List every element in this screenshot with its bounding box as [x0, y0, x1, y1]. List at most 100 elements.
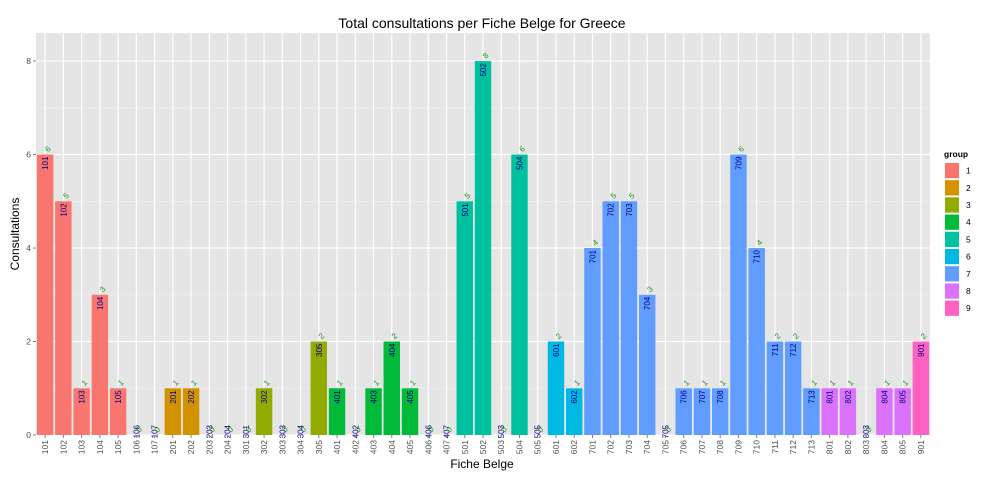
bar-category-label: 405	[406, 390, 415, 404]
x-tick-label: 502	[478, 440, 488, 454]
bar-category-label: 106	[132, 424, 141, 438]
bar-value-label: 0	[153, 425, 163, 435]
bar-category-label: 704	[643, 296, 652, 310]
bar-value-label: 2	[317, 331, 327, 341]
bar-category-label: 505	[534, 424, 543, 438]
bar-category-label: 703	[625, 203, 634, 217]
y-tick-label: 0	[26, 430, 31, 440]
bar-value-label: 1	[828, 378, 838, 388]
bar-category-label: 802	[844, 390, 853, 404]
bar-category-label: 706	[680, 390, 689, 404]
x-tick-label: 101	[40, 440, 50, 454]
x-tick-label: 713	[806, 440, 816, 454]
x-tick-label: 407	[442, 440, 452, 454]
x-tick-label: 204	[223, 440, 233, 454]
bar-category-label: 707	[698, 390, 707, 404]
bar-value-label: 1	[80, 378, 90, 388]
bar-703	[620, 201, 638, 435]
bar-category-label: 804	[880, 390, 889, 404]
legend-swatch-7	[945, 266, 959, 282]
x-tick-label: 709	[733, 440, 743, 454]
bar-category-label: 302	[260, 390, 269, 404]
bar-category-label: 705	[661, 424, 670, 438]
bar-value-label: 6	[43, 144, 53, 154]
bar-502	[474, 61, 492, 436]
bar-value-label: 0	[299, 425, 309, 435]
x-tick-label: 708	[715, 440, 725, 454]
bar-category-label: 203	[205, 424, 214, 438]
legend-title: group	[944, 149, 968, 159]
bar-category-label: 406	[424, 424, 433, 438]
bar-value-label: 1	[189, 378, 199, 388]
bar-category-label: 304	[297, 424, 306, 438]
x-axis: 101 102 103 104 105 106 107 201 202 203 204 301 302 3…	[40, 435, 926, 454]
bar-category-label: 601	[552, 343, 561, 357]
legend-swatch-8	[945, 283, 959, 299]
bar-value-label: 0	[536, 425, 546, 435]
bar-value-label: 0	[134, 425, 144, 435]
bar-value-label: 1	[262, 378, 272, 388]
bar-category-label: 709	[734, 156, 743, 170]
bar-value-label: 1	[809, 378, 819, 388]
y-tick-label: 6	[26, 150, 31, 160]
bar-202	[182, 388, 200, 435]
x-tick-label: 711	[770, 440, 780, 454]
legend-label: 2	[966, 183, 971, 193]
bar-501	[456, 201, 473, 435]
bar-value-label: 3	[98, 284, 108, 294]
bar-value-label: 1	[846, 378, 856, 388]
bar-category-label: 805	[899, 390, 908, 404]
legend-swatch-3	[945, 197, 959, 213]
bar-category-label: 101	[41, 156, 50, 170]
x-tick-label: 107	[150, 440, 160, 454]
x-tick-label: 705	[660, 440, 670, 454]
y-tick-label: 4	[26, 243, 31, 253]
legend-label: 7	[966, 269, 971, 279]
x-tick-label: 701	[587, 440, 597, 454]
bar-504	[511, 154, 528, 435]
bar-value-label: 5	[61, 191, 71, 201]
y-tick-label: 2	[26, 337, 31, 347]
bar-404	[383, 341, 400, 435]
legend-label: 1	[966, 166, 971, 176]
bar-category-label: 105	[114, 390, 123, 404]
bar-value-label: 6	[518, 144, 528, 154]
bar-category-label: 710	[753, 249, 762, 263]
x-axis-title: Fiche Belge	[450, 457, 514, 471]
bar-category-label: 801	[826, 390, 835, 404]
bar-value-label: 1	[372, 378, 382, 388]
bar-category-label: 401	[333, 390, 342, 404]
bar-value-label: 0	[663, 425, 673, 435]
legend-label: 4	[966, 217, 971, 227]
x-tick-label: 103	[77, 440, 87, 454]
bar-category-label: 202	[187, 390, 196, 404]
x-tick-label: 804	[879, 440, 889, 454]
x-tick-label: 403	[369, 440, 379, 454]
legend-swatch-9	[945, 300, 959, 316]
x-tick-label: 805	[898, 440, 908, 454]
bar-value-label: 4	[755, 238, 765, 248]
bar-category-label: 103	[78, 390, 87, 404]
bar-value-label: 5	[627, 191, 637, 201]
bar-category-label: 503	[497, 424, 506, 438]
bar-category-label: 107	[151, 424, 160, 438]
bar-value-label: 1	[882, 378, 892, 388]
bar-category-label: 502	[479, 63, 488, 77]
x-tick-label: 801	[825, 440, 835, 454]
bar-value-label: 0	[499, 425, 509, 435]
legend-label: 9	[966, 303, 971, 313]
bar-category-label: 711	[771, 343, 780, 356]
x-tick-label: 601	[551, 440, 561, 454]
bar-105	[109, 388, 127, 435]
bar-708	[711, 388, 729, 435]
x-tick-label: 704	[642, 440, 652, 454]
bar-305	[310, 341, 328, 435]
bar-704	[638, 294, 656, 435]
x-tick-label: 102	[58, 440, 68, 454]
bar-category-label: 713	[807, 390, 816, 404]
bar-103	[73, 388, 90, 435]
y-tick-label: 8	[26, 56, 31, 66]
bar-value-label: 2	[554, 331, 564, 341]
x-tick-label: 712	[788, 440, 798, 454]
